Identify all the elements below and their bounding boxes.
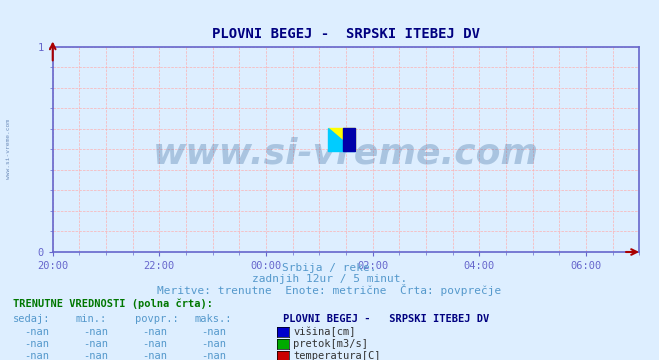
Text: -nan: -nan: [24, 339, 49, 349]
Title: PLOVNI BEGEJ -  SRPSKI ITEBEJ DV: PLOVNI BEGEJ - SRPSKI ITEBEJ DV: [212, 27, 480, 41]
Text: -nan: -nan: [83, 351, 108, 360]
Text: -nan: -nan: [24, 327, 49, 337]
Text: www.si-vreme.com: www.si-vreme.com: [6, 120, 11, 179]
Polygon shape: [328, 127, 355, 151]
Text: www.si-vreme.com: www.si-vreme.com: [153, 136, 539, 171]
Text: -nan: -nan: [142, 351, 167, 360]
Polygon shape: [343, 127, 355, 151]
Text: -nan: -nan: [142, 327, 167, 337]
Text: -nan: -nan: [24, 351, 49, 360]
Text: -nan: -nan: [142, 339, 167, 349]
Text: višina[cm]: višina[cm]: [293, 327, 356, 337]
Text: -nan: -nan: [83, 327, 108, 337]
Text: TRENUTNE VREDNOSTI (polna črta):: TRENUTNE VREDNOSTI (polna črta):: [13, 299, 213, 310]
Text: PLOVNI BEGEJ -   SRPSKI ITEBEJ DV: PLOVNI BEGEJ - SRPSKI ITEBEJ DV: [283, 314, 490, 324]
Polygon shape: [328, 127, 355, 151]
Text: -nan: -nan: [202, 339, 227, 349]
Text: povpr.:: povpr.:: [135, 314, 179, 324]
Text: maks.:: maks.:: [194, 314, 232, 324]
Text: sedaj:: sedaj:: [13, 314, 51, 324]
Text: zadnjih 12ur / 5 minut.: zadnjih 12ur / 5 minut.: [252, 274, 407, 284]
Text: -nan: -nan: [83, 339, 108, 349]
Text: -nan: -nan: [202, 351, 227, 360]
Text: Srbija / reke.: Srbija / reke.: [282, 263, 377, 273]
Text: pretok[m3/s]: pretok[m3/s]: [293, 339, 368, 349]
Text: -nan: -nan: [202, 327, 227, 337]
Text: min.:: min.:: [76, 314, 107, 324]
Text: temperatura[C]: temperatura[C]: [293, 351, 381, 360]
Text: Meritve: trenutne  Enote: metrične  Črta: povprečje: Meritve: trenutne Enote: metrične Črta: …: [158, 284, 501, 296]
